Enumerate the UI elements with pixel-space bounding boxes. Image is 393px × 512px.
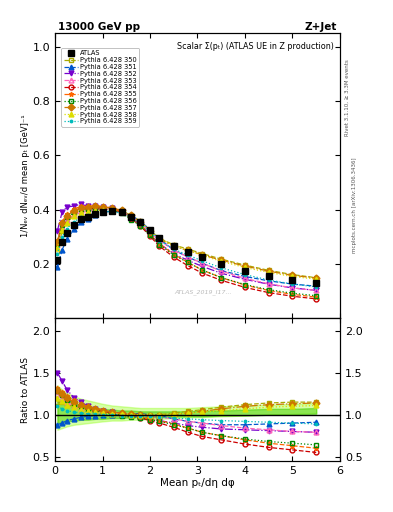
ATLAS	[129, 214, 133, 220]
Text: ATLAS_2019_I17...: ATLAS_2019_I17...	[174, 290, 232, 295]
ATLAS	[138, 219, 143, 225]
ATLAS	[119, 209, 124, 216]
Text: mcplots.cern.ch [arXiv:1306.3436]: mcplots.cern.ch [arXiv:1306.3436]	[352, 157, 357, 252]
X-axis label: Mean pₜ/dη dφ: Mean pₜ/dη dφ	[160, 478, 235, 488]
ATLAS	[314, 280, 319, 286]
ATLAS	[148, 227, 152, 233]
ATLAS	[157, 235, 162, 241]
ATLAS	[290, 277, 295, 283]
ATLAS	[242, 268, 247, 274]
ATLAS	[100, 209, 105, 216]
ATLAS	[72, 222, 76, 228]
ATLAS	[60, 239, 64, 245]
Text: Z+Jet: Z+Jet	[305, 22, 337, 32]
ATLAS	[266, 273, 271, 279]
ATLAS	[200, 254, 205, 260]
Legend: ATLAS, Pythia 6.428 350, Pythia 6.428 351, Pythia 6.428 352, Pythia 6.428 353, P: ATLAS, Pythia 6.428 350, Pythia 6.428 35…	[61, 48, 139, 126]
ATLAS	[64, 230, 69, 236]
ATLAS	[185, 249, 190, 255]
ATLAS	[219, 261, 224, 267]
Y-axis label: Ratio to ATLAS: Ratio to ATLAS	[20, 356, 29, 422]
Text: Scalar Σ(pₜ) (ATLAS UE in Z production): Scalar Σ(pₜ) (ATLAS UE in Z production)	[177, 42, 334, 51]
ATLAS	[93, 211, 98, 217]
ATLAS	[55, 257, 60, 263]
Line: ATLAS: ATLAS	[54, 208, 320, 286]
ATLAS	[86, 214, 91, 220]
Text: 13000 GeV pp: 13000 GeV pp	[58, 22, 140, 32]
ATLAS	[110, 208, 114, 214]
ATLAS	[171, 243, 176, 249]
Text: Rivet 3.1.10, ≥ 3.3M events: Rivet 3.1.10, ≥ 3.3M events	[345, 59, 350, 136]
Y-axis label: 1/Nₑᵥ dNₑᵥ/d mean pₜ [GeV]⁻¹: 1/Nₑᵥ dNₑᵥ/d mean pₜ [GeV]⁻¹	[20, 115, 29, 237]
ATLAS	[79, 216, 83, 222]
